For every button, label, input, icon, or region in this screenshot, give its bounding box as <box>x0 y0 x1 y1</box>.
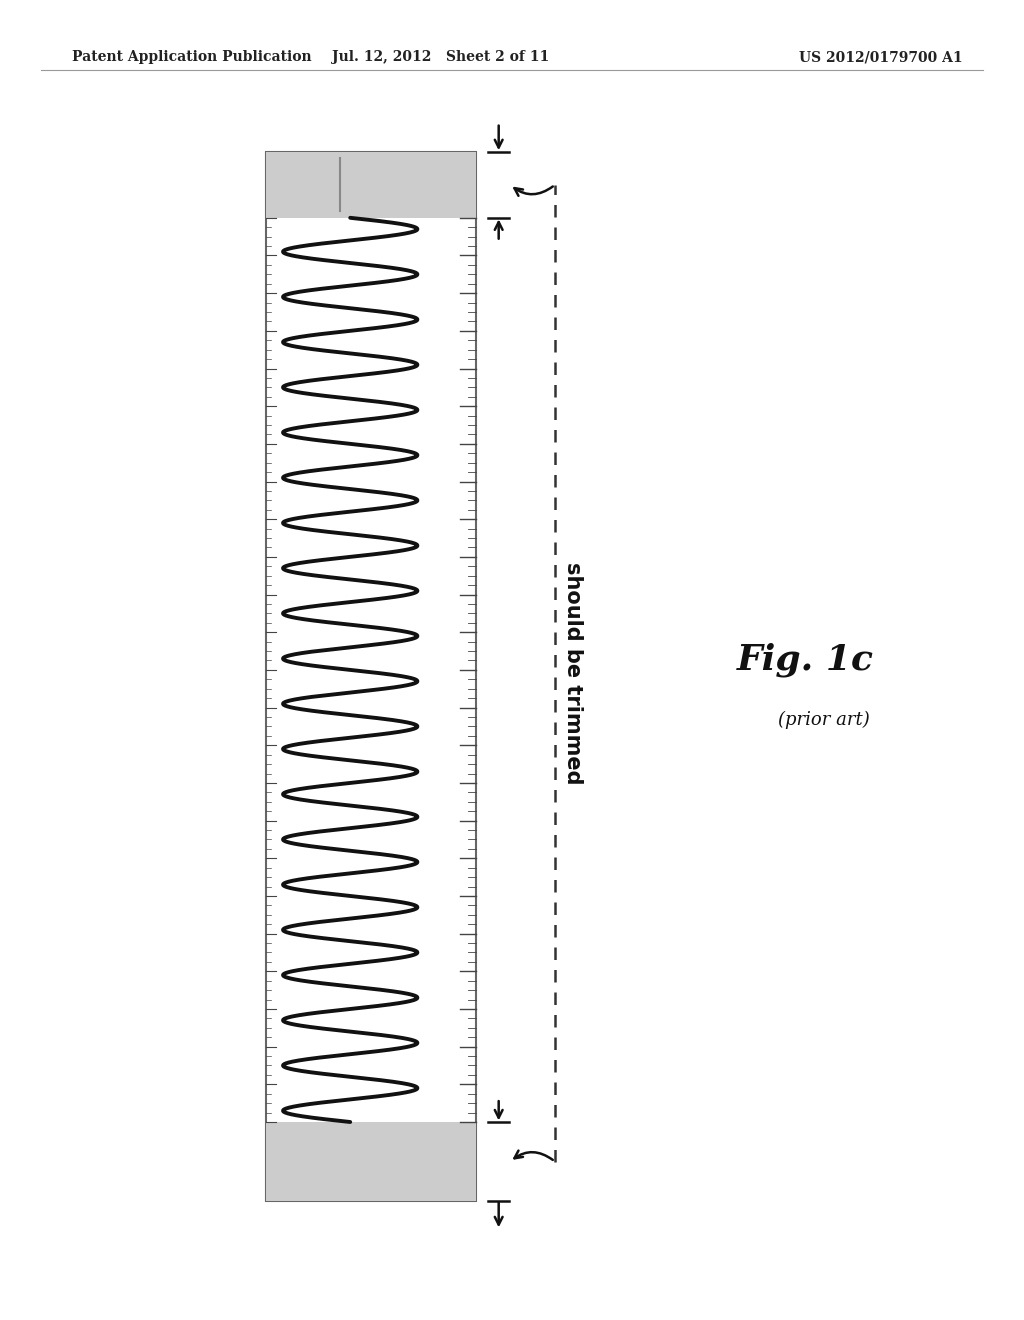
Bar <box>266 152 476 218</box>
Bar <box>266 152 476 1201</box>
Text: Fig. 1c: Fig. 1c <box>737 643 874 677</box>
Text: should be trimmed: should be trimmed <box>563 562 584 784</box>
Text: US 2012/0179700 A1: US 2012/0179700 A1 <box>799 50 963 65</box>
Text: Patent Application Publication: Patent Application Publication <box>72 50 311 65</box>
Text: (prior art): (prior art) <box>778 710 870 729</box>
Text: Jul. 12, 2012   Sheet 2 of 11: Jul. 12, 2012 Sheet 2 of 11 <box>332 50 549 65</box>
Bar <box>266 1122 476 1201</box>
